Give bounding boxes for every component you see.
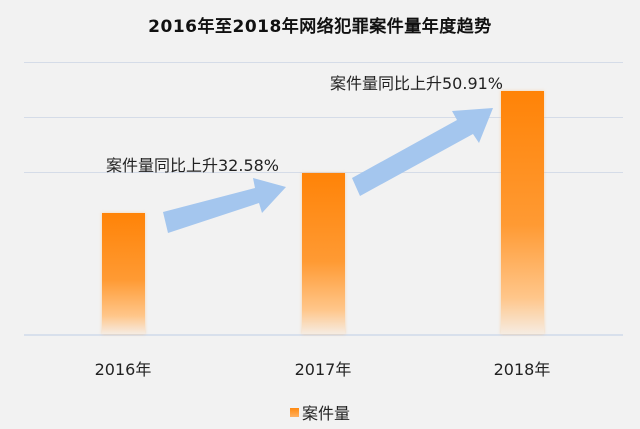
x-tick-label: 2017年 — [294, 360, 352, 379]
trend-arrow-icon — [352, 108, 493, 196]
x-tick-label: 2016年 — [94, 360, 152, 379]
bar-2017年 — [302, 173, 345, 334]
gridline — [24, 172, 623, 173]
legend: 案件量 — [0, 400, 640, 424]
annotation-first: 案件量同比上升32.58% — [106, 156, 280, 175]
annotation-second: 案件量同比上升50.91% — [330, 74, 504, 93]
x-axis-baseline — [24, 334, 623, 336]
trend-arrow-icon — [163, 178, 286, 233]
gridline — [24, 117, 623, 118]
bar-2016年 — [102, 213, 145, 334]
chart-title: 2016年至2018年网络犯罪案件量年度趋势 — [148, 17, 492, 37]
legend-label: 案件量 — [301, 404, 350, 423]
bar-2018年 — [501, 91, 544, 334]
legend-swatch-icon — [289, 408, 299, 417]
gridline — [24, 62, 623, 63]
x-tick-label: 2018年 — [493, 360, 551, 379]
